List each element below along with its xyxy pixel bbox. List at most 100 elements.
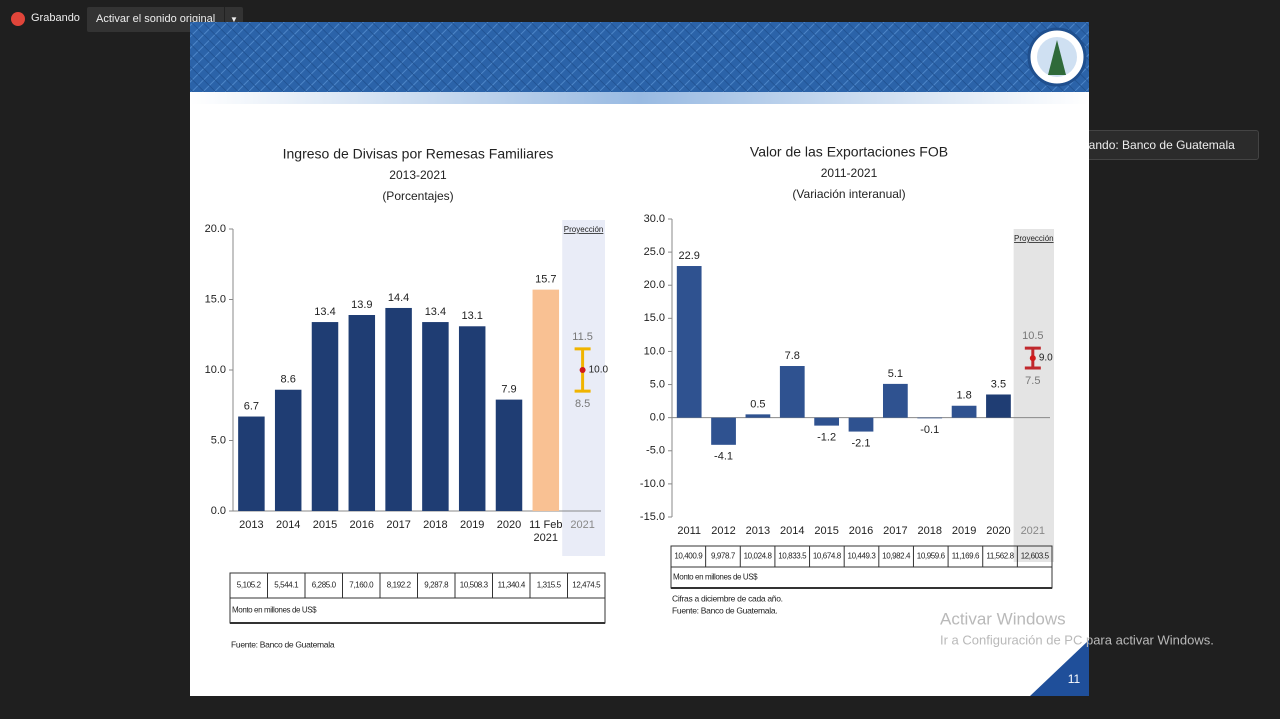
projection-label: Proyección	[564, 225, 604, 234]
x-tick-label-box: 2014	[780, 525, 804, 537]
projection-band	[1013, 229, 1054, 562]
table-cell: 10,449.3	[848, 552, 877, 561]
bar	[848, 417, 874, 432]
bar	[385, 307, 412, 511]
projection-band	[562, 220, 605, 556]
x-tick-label-box: 2021	[570, 519, 595, 531]
value-label: 7.8	[785, 350, 800, 362]
slide-background	[190, 22, 1089, 696]
data-table	[229, 572, 606, 624]
slide-header	[190, 22, 1089, 92]
bar	[676, 266, 702, 418]
projection-low-label: 8.5	[575, 398, 590, 410]
table-cell: 5,105.2	[237, 581, 262, 590]
bar	[238, 416, 265, 511]
value-label: 22.9	[678, 250, 699, 262]
x-tick-label: 2012	[711, 525, 736, 537]
bar	[532, 289, 560, 511]
x-tick-label: 2020	[986, 525, 1011, 537]
table-cell: 6,285.0	[312, 581, 337, 590]
corner-triangle	[1030, 640, 1089, 696]
table-note: Monto en millones de US$	[232, 606, 317, 615]
value-label: 8.6	[281, 374, 296, 386]
chart-unit: (Variación interanual)	[792, 187, 905, 201]
bar	[711, 417, 736, 445]
y-tick-label: 20.0	[205, 223, 226, 235]
table-cell: 5,544.1	[274, 581, 299, 590]
table-cell: 12,474.5	[572, 581, 601, 590]
x-tick-label-box: 2018	[917, 525, 942, 537]
value-label: 0.5	[750, 398, 765, 410]
bar	[986, 394, 1011, 418]
value-label: -4.1	[714, 451, 733, 463]
table-cell: 11,562.8	[986, 552, 1014, 561]
value-label: 13.1	[461, 310, 482, 322]
logo-inner	[1037, 37, 1077, 77]
x-tick-label-box: 2020	[986, 525, 1011, 537]
x-tick-label: 2018	[423, 519, 448, 531]
x-tick-label: 2021	[570, 519, 595, 531]
bar	[274, 389, 302, 511]
x-tick-label: 2013	[745, 525, 771, 537]
x-tick-label-box: 2020	[496, 519, 522, 531]
x-tick-label: 2014	[275, 519, 301, 531]
bar	[422, 322, 449, 511]
speaker-tooltip: Hablando: Banco de Guatemala	[1046, 130, 1259, 160]
value-label: 13.4	[425, 306, 446, 318]
bar	[458, 326, 486, 511]
table-cell: 9,287.8	[424, 581, 449, 590]
dropdown-arrow[interactable]: ▼	[224, 7, 243, 32]
footnote: Fuente: Banco de Guatemala.	[672, 605, 777, 615]
x-tick-label-box: 2016	[349, 519, 375, 531]
x-tick-label: 2015	[312, 519, 338, 531]
y-tick-label: 0.0	[650, 412, 665, 424]
table-cell: 12,603.5	[1021, 552, 1050, 561]
x-tick-label: 2018	[917, 525, 942, 537]
projection-label: Proyección	[1014, 234, 1054, 243]
x-tick-label: 11 Feb 2021	[529, 519, 563, 544]
logo	[1027, 27, 1087, 87]
bar	[779, 366, 805, 418]
y-tick-label: 15.0	[205, 293, 226, 305]
pointer	[571, 273, 581, 283]
projection-low-label: 7.5	[1025, 375, 1040, 387]
x-tick-label: 2020	[496, 519, 522, 531]
table-cell: 7,160.0	[349, 581, 374, 590]
value-label: 6.7	[244, 400, 259, 412]
logo-emblem	[1048, 40, 1066, 75]
table-note: Monto en millones de US$	[673, 573, 758, 582]
x-tick-label-box: 2015	[312, 519, 338, 531]
x-tick-label-box: 2012	[711, 525, 736, 537]
audio-button[interactable]: Activar el sonido original ▼	[87, 7, 243, 32]
table-cell: 1,315.5	[537, 581, 562, 590]
x-tick-label-box: 2015	[814, 525, 838, 537]
y-tick-label: 5.0	[211, 434, 226, 446]
chart-subtitle: 2011-2021	[821, 166, 878, 180]
table-cell: 10,400.9	[674, 552, 703, 561]
y-tick-label: -5.0	[646, 445, 665, 457]
x-tick-label: 2016	[848, 525, 874, 537]
slide-number: 11	[1068, 672, 1081, 686]
x-tick-label-box: 2019	[459, 519, 485, 531]
y-tick-label: 20.0	[644, 279, 665, 291]
bar	[882, 383, 908, 418]
x-tick-label: 2021	[1020, 525, 1046, 537]
value-label: 13.9	[351, 299, 372, 311]
x-tick-label: 2019	[951, 525, 977, 537]
x-tick-label-box: 2014	[275, 519, 301, 531]
x-tick-label: 2016	[349, 519, 375, 531]
x-tick-label-box: 2021	[1020, 525, 1046, 537]
chart-unit: (Porcentajes)	[382, 189, 453, 203]
x-tick-label-box: 2013	[239, 519, 263, 531]
x-tick-label: 2019	[459, 519, 485, 531]
x-tick-label: 2011	[677, 525, 701, 537]
value-label: -0.1	[920, 424, 939, 436]
bar	[348, 315, 376, 511]
bar	[951, 405, 977, 418]
x-tick-label-box: 2013	[745, 525, 771, 537]
projection-point	[1029, 355, 1036, 362]
table-cell: 9,978.7	[711, 552, 736, 561]
y-tick-label: 30.0	[644, 213, 665, 225]
